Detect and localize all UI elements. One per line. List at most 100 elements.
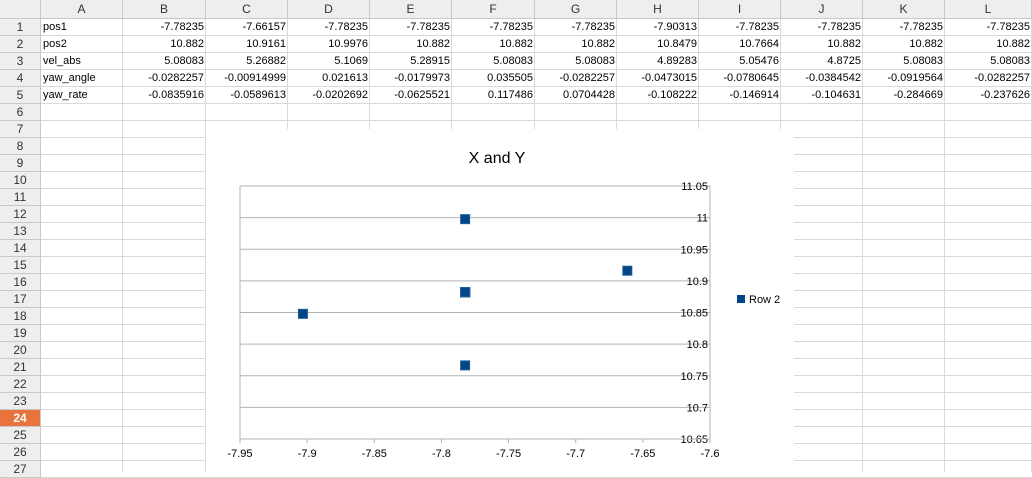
column-header-a[interactable]: A	[41, 0, 123, 19]
cell-j1[interactable]: -7.78235	[817, 21, 861, 33]
cell-j4[interactable]: -0.0384542	[805, 72, 861, 84]
cell-g2[interactable]: 10.882	[581, 38, 615, 50]
cell-a5[interactable]: yaw_rate	[43, 89, 88, 101]
row-header-7[interactable]: 7	[0, 121, 41, 138]
cell-b1[interactable]: -7.78235	[160, 21, 204, 33]
column-header-e[interactable]: E	[370, 0, 452, 19]
row-header-11[interactable]: 11	[0, 189, 41, 206]
row-header-3[interactable]: 3	[0, 53, 41, 70]
cell-i3[interactable]: 5.05476	[739, 55, 779, 67]
cell-f4[interactable]: 0.035505	[487, 72, 533, 84]
cell-g3[interactable]: 5.08083	[575, 55, 615, 67]
cell-j2[interactable]: 10.882	[827, 38, 861, 50]
column-header-c[interactable]: C	[206, 0, 288, 19]
cell-c1[interactable]: -7.66157	[242, 21, 286, 33]
row-header-21[interactable]: 21	[0, 359, 41, 376]
row-header-15[interactable]: 15	[0, 257, 41, 274]
cell-b2[interactable]: 10.882	[170, 38, 204, 50]
row-header-4[interactable]: 4	[0, 70, 41, 87]
cell-h3[interactable]: 4.89283	[657, 55, 697, 67]
cell-k4[interactable]: -0.0919564	[887, 72, 943, 84]
row-header-2[interactable]: 2	[0, 36, 41, 53]
row-header-19[interactable]: 19	[0, 325, 41, 342]
row-header-20[interactable]: 20	[0, 342, 41, 359]
cell-l3[interactable]: 5.08083	[990, 55, 1030, 67]
cell-i1[interactable]: -7.78235	[735, 21, 779, 33]
cell-f3[interactable]: 5.08083	[493, 55, 533, 67]
row-header-24[interactable]: 24	[0, 410, 41, 427]
column-header-k[interactable]: K	[863, 0, 945, 19]
cell-d5[interactable]: -0.0202692	[312, 89, 368, 101]
cell-l1[interactable]: -7.78235	[986, 21, 1030, 33]
cell-c5[interactable]: -0.0589613	[230, 89, 286, 101]
cell-i5[interactable]: -0.146914	[729, 89, 779, 101]
row-header-6[interactable]: 6	[0, 104, 41, 121]
row-header-23[interactable]: 23	[0, 393, 41, 410]
cell-g5[interactable]: 0.0704428	[563, 89, 615, 101]
row-header-8[interactable]: 8	[0, 138, 41, 155]
row-header-5[interactable]: 5	[0, 87, 41, 104]
cell-b3[interactable]: 5.08083	[164, 55, 204, 67]
cell-a3[interactable]: vel_abs	[43, 55, 81, 67]
cell-a1[interactable]: pos1	[43, 21, 67, 33]
column-header-g[interactable]: G	[535, 0, 617, 19]
cell-f1[interactable]: -7.78235	[489, 21, 533, 33]
cell-k1[interactable]: -7.78235	[899, 21, 943, 33]
select-all-corner[interactable]	[0, 0, 41, 19]
row-header-14[interactable]: 14	[0, 240, 41, 257]
cell-d3[interactable]: 5.1069	[334, 55, 368, 67]
cell-b4[interactable]: -0.0282257	[148, 72, 204, 84]
cell-k5[interactable]: -0.284669	[893, 89, 943, 101]
cell-d1[interactable]: -7.78235	[324, 21, 368, 33]
cell-c3[interactable]: 5.26882	[246, 55, 286, 67]
cell-e4[interactable]: -0.0179973	[394, 72, 450, 84]
cell-b5[interactable]: -0.0835916	[148, 89, 204, 101]
cell-f5[interactable]: 0.117486	[487, 89, 533, 101]
cell-h5[interactable]: -0.108222	[647, 89, 697, 101]
cell-h2[interactable]: 10.8479	[657, 38, 697, 50]
cell-e3[interactable]: 5.28915	[410, 55, 450, 67]
cell-a2[interactable]: pos2	[43, 38, 67, 50]
cell-j5[interactable]: -0.104631	[811, 89, 861, 101]
cell-d2[interactable]: 10.9976	[328, 38, 368, 50]
cell-k3[interactable]: 5.08083	[903, 55, 943, 67]
cell-l5[interactable]: -0.237626	[980, 89, 1030, 101]
cell-g1[interactable]: -7.78235	[571, 21, 615, 33]
cell-h1[interactable]: -7.90313	[653, 21, 697, 33]
row-header-1[interactable]: 1	[0, 19, 41, 36]
cell-i2[interactable]: 10.7664	[739, 38, 779, 50]
row-header-13[interactable]: 13	[0, 223, 41, 240]
row-header-25[interactable]: 25	[0, 427, 41, 444]
column-header-f[interactable]: F	[452, 0, 535, 19]
row-header-18[interactable]: 18	[0, 308, 41, 325]
cell-e5[interactable]: -0.0625521	[394, 89, 450, 101]
cell-c4[interactable]: -0.00914999	[224, 72, 286, 84]
column-header-i[interactable]: I	[699, 0, 781, 19]
cell-e2[interactable]: 10.882	[416, 38, 450, 50]
cell-l4[interactable]: -0.0282257	[974, 72, 1030, 84]
row-header-26[interactable]: 26	[0, 444, 41, 461]
chart-object[interactable]: X and Y 11.05 11 10.95 10.9 10.85 10.8 10.75 10.…	[206, 129, 794, 472]
cell-l2[interactable]: 10.882	[996, 38, 1030, 50]
cell-e1[interactable]: -7.78235	[406, 21, 450, 33]
cell-f2[interactable]: 10.882	[499, 38, 533, 50]
row-header-10[interactable]: 10	[0, 172, 41, 189]
row-header-12[interactable]: 12	[0, 206, 41, 223]
row-header-17[interactable]: 17	[0, 291, 41, 308]
cell-h4[interactable]: -0.0473015	[641, 72, 697, 84]
row-header-16[interactable]: 16	[0, 274, 41, 291]
cell-j3[interactable]: 4.8725	[827, 55, 861, 67]
row-header-27[interactable]: 27	[0, 461, 41, 478]
column-header-h[interactable]: H	[617, 0, 699, 19]
column-header-d[interactable]: D	[288, 0, 370, 19]
row-header-22[interactable]: 22	[0, 376, 41, 393]
cell-c2[interactable]: 10.9161	[246, 38, 286, 50]
row-header-9[interactable]: 9	[0, 155, 41, 172]
column-header-l[interactable]: L	[945, 0, 1032, 19]
cell-a4[interactable]: yaw_angle	[43, 72, 96, 84]
cell-g4[interactable]: -0.0282257	[559, 72, 615, 84]
column-header-j[interactable]: J	[781, 0, 863, 19]
cell-k2[interactable]: 10.882	[909, 38, 943, 50]
cell-d4[interactable]: 0.021613	[322, 72, 368, 84]
cell-i4[interactable]: -0.0780645	[723, 72, 779, 84]
